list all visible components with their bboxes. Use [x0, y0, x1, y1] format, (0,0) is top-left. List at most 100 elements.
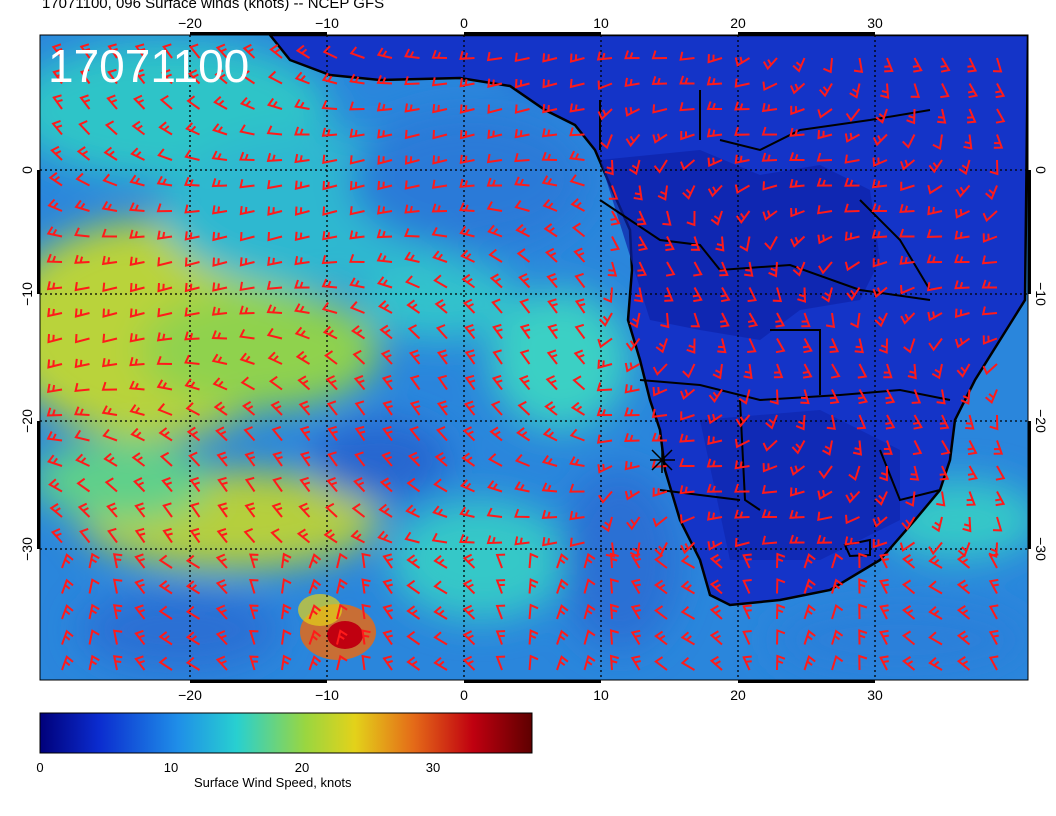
wind-barb: [272, 476, 283, 493]
wind-barb: [966, 491, 976, 506]
wind-barb: [956, 656, 971, 671]
wind-barb: [156, 175, 173, 187]
wind-barb: [321, 72, 338, 85]
wind-barb: [653, 159, 668, 174]
wind-barb: [601, 516, 613, 533]
wind-barb: [822, 440, 833, 456]
wind-barb: [436, 425, 448, 442]
wind-barb: [985, 185, 998, 201]
lon-tick-bottom-4: 10: [593, 687, 609, 703]
lon-tick-bottom-1: −20: [178, 687, 202, 703]
wind-barb: [928, 337, 943, 352]
wind-barb: [239, 328, 255, 340]
wind-barb: [789, 127, 805, 137]
wind-barb: [487, 453, 503, 467]
wind-barb: [487, 224, 503, 238]
wind-barb: [159, 94, 173, 110]
wind-barb: [134, 43, 146, 59]
wind-barb: [382, 629, 393, 646]
wind-barb: [404, 48, 420, 59]
wind-barb: [514, 508, 530, 518]
wind-barb: [541, 455, 558, 467]
wind-barb: [821, 287, 833, 303]
wind-barb: [707, 511, 723, 521]
wind-barb: [789, 534, 805, 544]
wind-barb: [102, 282, 118, 292]
wind-barb: [184, 176, 200, 187]
wind-barb: [709, 604, 723, 620]
wind-barb: [926, 282, 943, 292]
lon-tick-top-1: −20: [178, 15, 202, 31]
wind-barb: [928, 554, 943, 569]
wind-barb: [491, 298, 503, 314]
wind-barb: [217, 476, 228, 493]
wind-barb: [156, 332, 173, 342]
wind-barb: [158, 631, 173, 646]
wind-barb: [706, 458, 723, 468]
wind-barb: [354, 400, 366, 416]
wind-barb: [239, 305, 255, 315]
wind-barb: [982, 363, 998, 376]
wind-barb: [790, 207, 805, 218]
wind-barb: [212, 231, 228, 242]
wind-barb: [299, 425, 311, 442]
wind-barb: [462, 426, 476, 442]
wind-barb: [161, 476, 173, 493]
wind-barb: [735, 414, 751, 428]
wind-barb: [431, 77, 448, 87]
wind-barb: [361, 578, 371, 594]
wind-barb: [294, 256, 310, 266]
wind-barb: [459, 130, 475, 140]
wind-barb: [431, 179, 448, 189]
wind-barb: [981, 255, 998, 265]
wind-barb: [654, 656, 668, 671]
colorbar-tick-20: 20: [294, 760, 310, 775]
wind-barb: [112, 604, 123, 620]
wind-barb: [693, 261, 703, 277]
wind-barb: [101, 358, 118, 368]
wind-barb: [734, 538, 750, 548]
wind-barb: [299, 476, 311, 493]
wind-barb: [817, 234, 833, 245]
wind-barb: [185, 656, 201, 671]
wind-barb: [879, 553, 889, 569]
wind-barb: [432, 103, 448, 114]
wind-barb: [321, 127, 338, 137]
wind-barb: [734, 56, 751, 67]
wind-barb: [872, 286, 888, 299]
wind-barb: [464, 323, 476, 340]
wind-barb: [349, 128, 365, 138]
wind-barb: [185, 631, 201, 646]
wind-barb: [993, 134, 1004, 149]
wind-barb: [541, 151, 558, 161]
wind-barb: [134, 655, 146, 671]
wind-barb: [608, 185, 619, 200]
wind-barb: [216, 527, 228, 544]
wind-barb: [409, 374, 421, 391]
wind-barb: [762, 57, 778, 71]
wind-barb: [185, 402, 200, 416]
wind-barb: [679, 433, 695, 443]
wind-barb: [742, 553, 752, 569]
wind-barb: [686, 210, 696, 227]
wind-barb: [382, 425, 393, 442]
wind-barb: [747, 312, 759, 328]
wind-barb: [609, 603, 619, 620]
wind-barb: [802, 363, 813, 379]
wind-barb: [583, 552, 596, 569]
wind-barb: [903, 338, 916, 354]
wind-barb: [597, 108, 613, 121]
wind-barb: [852, 440, 863, 456]
wind-barb: [654, 579, 668, 595]
wind-barb: [129, 308, 145, 318]
wind-barb: [488, 248, 503, 263]
wind-barb: [239, 232, 255, 242]
wind-barb: [940, 57, 951, 73]
wind-barb: [321, 255, 338, 265]
wind-barb: [158, 427, 173, 442]
wind-barb: [792, 261, 806, 277]
wind-barb: [134, 68, 146, 85]
wind-barb: [361, 654, 371, 671]
wind-barb: [871, 229, 888, 239]
wind-barb: [830, 363, 841, 379]
